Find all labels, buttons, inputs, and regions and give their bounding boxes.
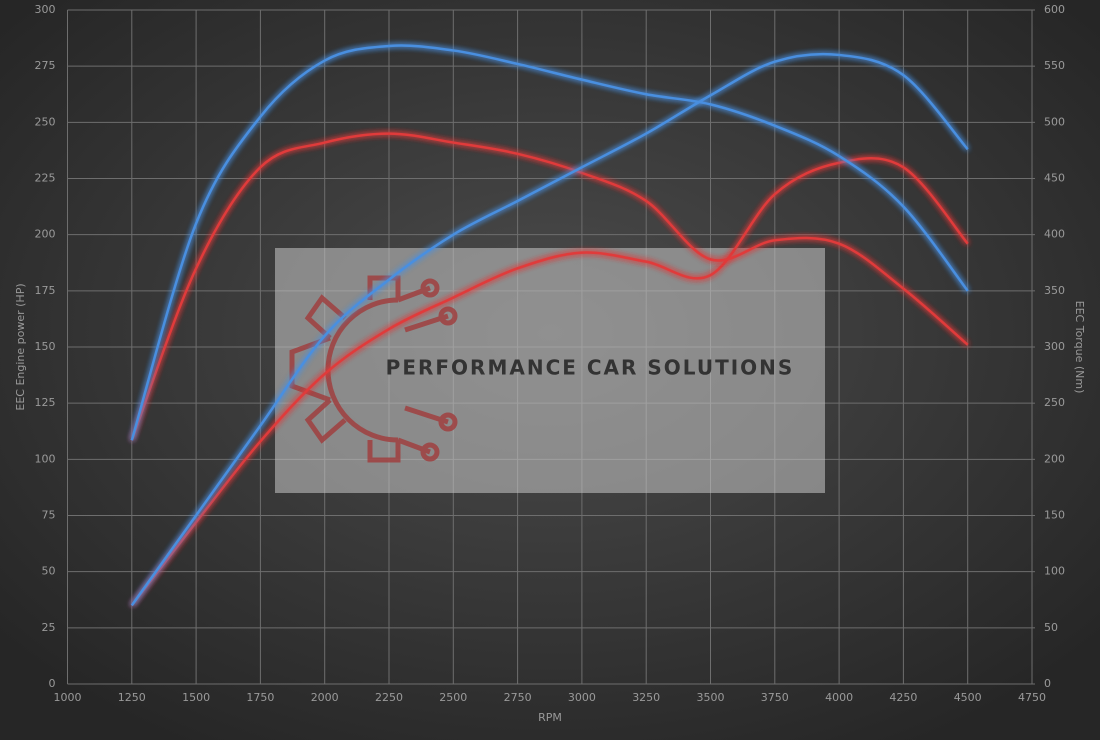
series-line	[130, 157, 969, 607]
x-tick-label: 4250	[889, 691, 917, 704]
y2-tick-label: 450	[1044, 172, 1065, 185]
x-axis-label: RPM	[538, 711, 562, 724]
y2-tick-label: 600	[1044, 3, 1065, 16]
y-tick-label: 275	[35, 59, 56, 72]
y-tick-label: 125	[35, 396, 56, 409]
x-tick-label: 3250	[632, 691, 660, 704]
x-tick-label: 1000	[54, 691, 82, 704]
y-tick-label: 300	[35, 3, 56, 16]
y-tick-label: 100	[35, 452, 56, 465]
y2-tick-label: 200	[1044, 452, 1065, 465]
series-line	[130, 44, 969, 441]
y-tick-label: 175	[35, 284, 56, 297]
y2-tick-label: 300	[1044, 340, 1065, 353]
watermark: PERFORMANCE CAR SOLUTIONS	[275, 248, 825, 493]
series-line	[130, 132, 969, 441]
x-tick-label: 1250	[118, 691, 146, 704]
series-line	[130, 52, 969, 607]
watermark-box	[275, 248, 825, 493]
y-tick-label: 25	[42, 621, 56, 634]
x-tick-label: 2500	[439, 691, 467, 704]
y-tick-label: 75	[42, 509, 56, 522]
y2-tick-label: 400	[1044, 228, 1065, 241]
y-axis-label: EEC Engine power (HP)	[14, 283, 27, 410]
x-tick-label: 4750	[1018, 691, 1046, 704]
x-tick-label: 4000	[825, 691, 853, 704]
lines	[130, 44, 969, 607]
y2-tick-label: 500	[1044, 115, 1065, 128]
y2-tick-label: 150	[1044, 509, 1065, 522]
y-tick-label: 225	[35, 172, 56, 185]
x-tick-label: 2250	[375, 691, 403, 704]
y-tick-label: 150	[35, 340, 56, 353]
y-tick-label: 0	[49, 677, 56, 690]
x-tick-label: 3750	[761, 691, 789, 704]
watermark-text: PERFORMANCE CAR SOLUTIONS	[386, 356, 795, 380]
x-tick-label: 3000	[568, 691, 596, 704]
x-tick-label: 1750	[246, 691, 274, 704]
y2-tick-label: 350	[1044, 284, 1065, 297]
y2-tick-label: 550	[1044, 59, 1065, 72]
y-tick-label: 50	[42, 565, 56, 578]
x-tick-label: 2750	[504, 691, 532, 704]
y2-tick-label: 0	[1044, 677, 1051, 690]
y2-axis-label: EEC Torque (Nm)	[1073, 301, 1086, 394]
y-tick-label: 250	[35, 115, 56, 128]
x-tick-label: 4500	[954, 691, 982, 704]
y-tick-label: 200	[35, 228, 56, 241]
y2-tick-label: 100	[1044, 565, 1065, 578]
y2-tick-label: 50	[1044, 621, 1058, 634]
x-tick-label: 2000	[311, 691, 339, 704]
x-tick-label: 1500	[182, 691, 210, 704]
x-tick-label: 3500	[697, 691, 725, 704]
y2-tick-label: 250	[1044, 396, 1065, 409]
